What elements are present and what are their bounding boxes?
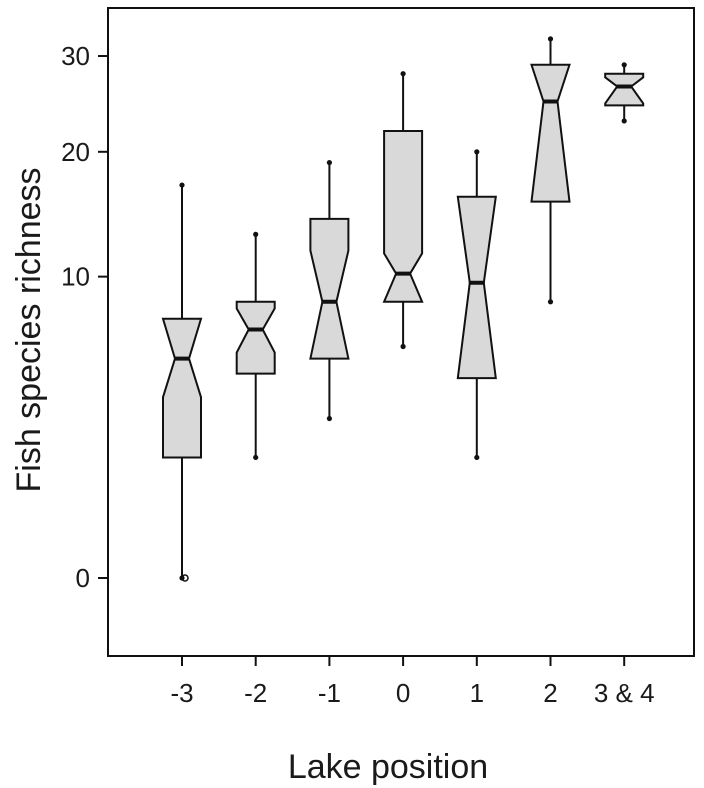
whisker-cap-low	[400, 343, 406, 350]
whisker-cap-high	[326, 159, 332, 166]
whisker-cap-high	[253, 231, 259, 237]
boxes-layer	[161, 36, 645, 582]
y-tick-label: 20	[61, 137, 90, 167]
notched-box	[161, 317, 203, 459]
notched-box	[235, 300, 276, 375]
x-tick-label: -1	[318, 678, 341, 708]
whisker-cap-high	[547, 36, 554, 42]
x-tick-label: -2	[244, 678, 267, 708]
box--3	[161, 182, 203, 581]
x-tick-label: 1	[470, 678, 484, 708]
notched-box	[530, 63, 571, 203]
x-tick-label: 0	[396, 678, 410, 708]
outlier-point	[181, 574, 189, 582]
whisker-cap-high	[621, 62, 627, 68]
y-tick-label: 30	[61, 41, 90, 71]
whisker-cap-high	[179, 182, 185, 188]
x-tick-label: 2	[543, 678, 557, 708]
y-axis: 0 10 20 30	[61, 41, 108, 593]
whisker-cap-low	[253, 454, 259, 461]
notched-box	[309, 217, 350, 360]
box--2	[235, 231, 276, 461]
whisker-cap-low	[621, 118, 627, 124]
box-0	[382, 71, 424, 350]
box-34	[604, 62, 645, 124]
notched-box	[604, 72, 645, 107]
x-axis-title: Lake position	[288, 748, 488, 786]
y-tick-label: 0	[76, 563, 90, 593]
box-1	[456, 149, 497, 461]
box-2	[530, 36, 571, 305]
x-tick-label: 3 & 4	[594, 678, 655, 708]
plot-frame	[107, 7, 695, 657]
y-tick-label: 10	[61, 262, 90, 292]
x-tick-label: -3	[170, 678, 193, 708]
x-axis: -3 -2 -1 0 1 2 3 & 4	[170, 656, 655, 708]
whisker-cap-low	[474, 454, 480, 461]
whisker-cap-high	[400, 71, 406, 77]
notched-box	[382, 130, 424, 303]
box--1	[309, 159, 350, 422]
whisker-cap-low	[326, 415, 332, 422]
notched-box	[456, 195, 497, 380]
y-axis-title: Fish species richness	[10, 167, 48, 492]
whisker-cap-low	[547, 299, 554, 305]
whisker-cap-high	[474, 149, 480, 155]
